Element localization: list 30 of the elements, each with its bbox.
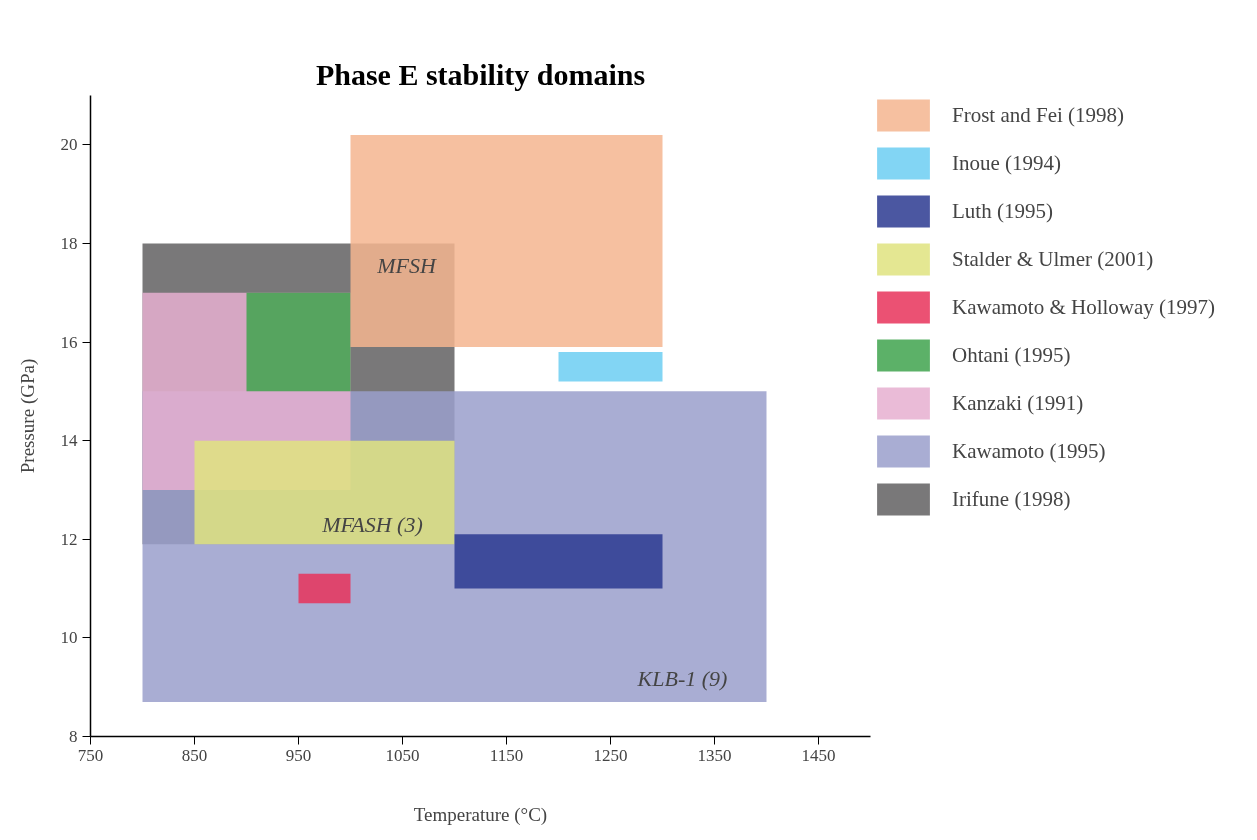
legend-label: Ohtani (1995)	[952, 342, 1071, 368]
legend-label: Kawamoto (1995)	[952, 438, 1106, 464]
x-tick-label: 1250	[593, 745, 628, 765]
y-tick-label: 10	[60, 628, 78, 648]
legend-label: Irifune (1998)	[952, 486, 1071, 512]
legend-label: Kanzaki (1991)	[952, 390, 1084, 416]
x-tick-label: 1450	[801, 745, 836, 765]
y-tick-label: 12	[60, 529, 78, 549]
annotation: MFSH	[376, 253, 437, 278]
legend-label: Inoue (1994)	[952, 150, 1062, 176]
annotation: MFASH (3)	[321, 512, 423, 537]
y-tick-label: 18	[60, 233, 78, 253]
y-tick-label: 16	[60, 332, 78, 352]
x-tick-label: 750	[77, 745, 104, 765]
y-tick-label: 14	[60, 431, 78, 451]
annotation: KLB-1 (9)	[636, 666, 728, 691]
y-tick-label: 8	[69, 727, 78, 746]
y-axis-title: Pressure (GPa)	[16, 358, 39, 474]
chart-title: Phase E stability domains	[315, 57, 646, 91]
legend-label: Kawamoto & Holloway (1997)	[952, 294, 1216, 320]
x-tick-label: 1350	[697, 745, 732, 765]
legend-label: Stalder & Ulmer (2001)	[952, 246, 1154, 272]
x-axis-title: Temperature (°C)	[413, 803, 548, 826]
x-tick-label: 950	[285, 745, 312, 765]
legend-label: Frost and Fei (1998)	[952, 102, 1125, 128]
x-tick-label: 1150	[489, 745, 524, 765]
x-tick-label: 850	[181, 745, 208, 765]
x-tick-label: 1050	[385, 745, 420, 765]
y-tick-label: 20	[60, 135, 78, 155]
legend-label: Luth (1995)	[952, 198, 1053, 224]
